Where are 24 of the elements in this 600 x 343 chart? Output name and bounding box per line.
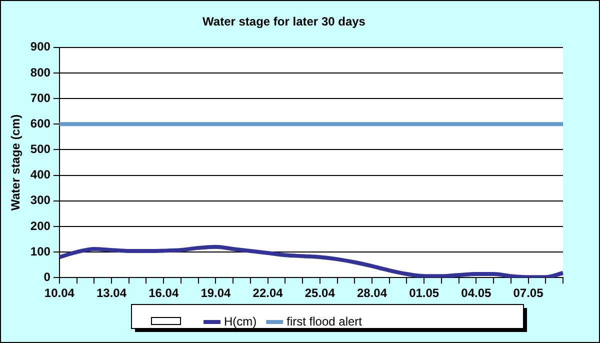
- y-tick-label: 300: [30, 193, 51, 208]
- x-tick-label: 10.04: [44, 286, 75, 300]
- x-tick-label: 22.04: [252, 286, 284, 300]
- x-tick-label: 01.05: [409, 286, 440, 300]
- y-tick-label: 800: [30, 65, 51, 80]
- y-axis-title: Water stage (cm): [8, 114, 23, 211]
- legend-label: H(cm): [224, 314, 257, 328]
- x-tick-label: 07.05: [513, 286, 544, 300]
- y-tick-label: 200: [30, 218, 51, 233]
- y-tick-label: 700: [30, 90, 51, 105]
- y-tick-label: 500: [30, 142, 51, 156]
- x-tick-label: 04.05: [461, 286, 492, 300]
- x-tick-label: 25.04: [304, 286, 336, 300]
- y-tick-label: 0: [44, 270, 51, 284]
- y-tick-label: 600: [30, 116, 51, 130]
- y-tick-label: 400: [30, 168, 51, 182]
- chart-title: Water stage for later 30 days: [202, 14, 366, 29]
- y-tick-label: 100: [30, 244, 51, 258]
- y-tick-label: 900: [30, 40, 51, 54]
- x-tick-label: 19.04: [200, 286, 232, 300]
- x-tick-label: 13.04: [96, 286, 127, 300]
- x-tick-label: 28.04: [356, 286, 388, 300]
- legend-label: first flood alert: [286, 314, 363, 328]
- x-tick-label: 16.04: [148, 286, 179, 300]
